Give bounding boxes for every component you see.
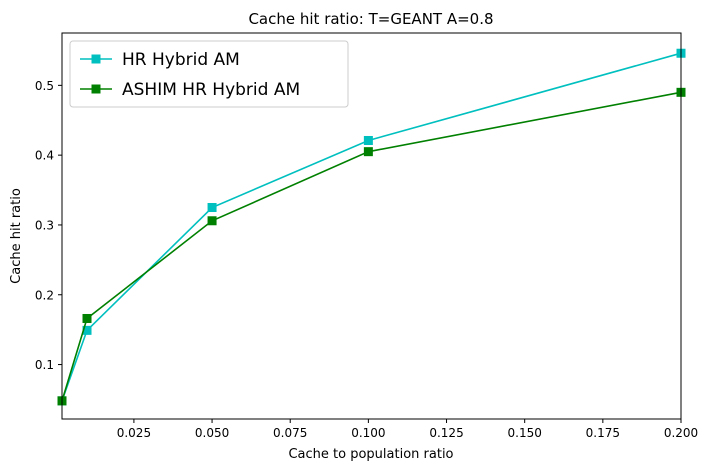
x-tick-label: 0.200	[664, 426, 698, 440]
data-point-hr-hybrid-am	[207, 203, 217, 213]
x-tick-label: 0.050	[195, 426, 229, 440]
legend-marker-hr-hybrid-am	[91, 54, 101, 64]
series-ashim-hr-hybrid-am	[57, 87, 686, 406]
legend-label-ashim-hr-hybrid-am: ASHIM HR Hybrid AM	[122, 80, 300, 100]
y-axis-label: Cache hit ratio	[9, 188, 24, 284]
x-axis-label: Cache to population ratio	[288, 447, 453, 462]
y-tick-label: 0.2	[35, 288, 54, 302]
chart-title: Cache hit ratio: T=GEANT A=0.8	[248, 10, 493, 28]
y-tick-label: 0.5	[35, 79, 54, 93]
y-tick-label: 0.3	[35, 218, 54, 232]
x-tick-label: 0.125	[429, 426, 463, 440]
y-tick-label: 0.1	[35, 358, 54, 372]
plot-area: 0.025 0.050 0.075 0.100 0.125 0.150 0.175 0.200…	[35, 32, 698, 440]
y-tick-label: 0.4	[35, 149, 54, 163]
data-point-ashim-hr-hybrid-am	[82, 313, 92, 323]
x-tick-label: 0.100	[351, 426, 385, 440]
data-point-ashim-hr-hybrid-am	[363, 147, 373, 157]
legend: HR Hybrid AM ASHIM HR Hybrid AM	[69, 40, 349, 108]
x-tick-label: 0.150	[508, 426, 542, 440]
data-point-hr-hybrid-am	[363, 135, 373, 145]
legend-marker-ashim-hr-hybrid-am	[91, 84, 101, 94]
plot-frame	[61, 32, 682, 420]
data-point-ashim-hr-hybrid-am	[207, 216, 217, 226]
x-tick-label: 0.025	[117, 426, 151, 440]
x-tick-label: 0.075	[273, 426, 307, 440]
legend-label-hr-hybrid-am: HR Hybrid AM	[122, 50, 240, 70]
data-point-hr-hybrid-am	[82, 325, 92, 335]
x-tick-label: 0.175	[586, 426, 620, 440]
legend-box	[69, 40, 349, 108]
